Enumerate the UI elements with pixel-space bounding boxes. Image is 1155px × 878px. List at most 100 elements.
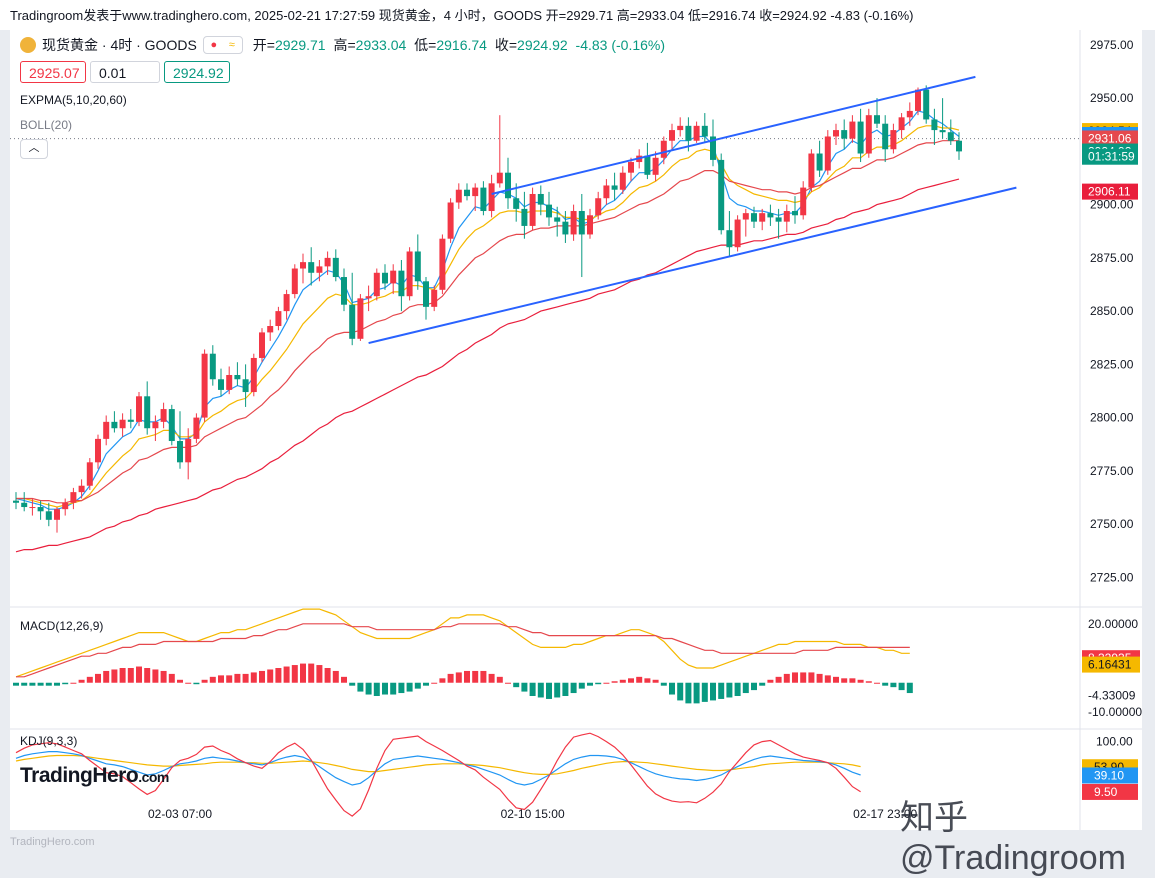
boll-label[interactable]: BOLL(20) (20, 118, 73, 132)
open-label: 开= (252, 37, 275, 53)
candle-body (95, 438, 101, 463)
macd-bar (414, 682, 421, 689)
macd-bar (726, 682, 733, 698)
candle-body (841, 130, 848, 139)
candle-body (201, 353, 208, 418)
candle-body (882, 123, 889, 150)
macd-bar (906, 682, 913, 694)
macd-bar (78, 679, 85, 683)
macd-bar (226, 675, 233, 683)
chevron-up-icon: ︿ (28, 142, 40, 154)
macd-label[interactable]: MACD(12,26,9) (20, 619, 104, 633)
candle-body (480, 187, 487, 212)
macd-bar (874, 682, 880, 684)
candle-body (127, 419, 134, 422)
candle-body (472, 187, 479, 197)
ohlc-values: 开=2929.71 高=2933.04 低=2916.74 收=2924.92 … (253, 35, 665, 55)
price-marker (1082, 130, 1138, 147)
candle-body (496, 172, 503, 184)
macd-bar (209, 676, 216, 683)
candle-body (29, 507, 36, 509)
macd-bar (308, 663, 315, 683)
candle-body (931, 119, 938, 131)
candle-body (611, 185, 618, 190)
macd-bar (718, 682, 725, 699)
collapse-button[interactable]: ︿ (20, 139, 48, 159)
candle-body (357, 298, 364, 339)
expma-label[interactable]: EXPMA(5,10,20,60) (20, 93, 127, 107)
macd-bar (291, 665, 298, 683)
close-value: 2924.92 (517, 37, 568, 53)
candle-body (751, 213, 757, 222)
kdj-k-line (15, 751, 861, 786)
candle-body (939, 130, 946, 133)
sell-button[interactable]: 2925.07 (20, 61, 86, 83)
price-tick-label: 2775.00 (1090, 464, 1134, 478)
price-tick-label: 2975.00 (1090, 38, 1134, 52)
legend-chip[interactable]: ● ≈ (202, 36, 243, 54)
macd-bar (250, 672, 257, 683)
macd-bar (701, 682, 708, 702)
candle-body (439, 238, 446, 290)
candle-body (259, 332, 265, 358)
brand-suffix: .com (138, 769, 169, 785)
macd-bar (332, 670, 339, 683)
kdj-label[interactable]: KDJ(9,3,3) (20, 734, 78, 748)
candle-body (185, 438, 192, 463)
macd-bar (505, 682, 511, 684)
candle-body (103, 421, 110, 439)
macd-bar (70, 682, 77, 684)
candle-body (455, 189, 462, 203)
candle-body (291, 268, 298, 295)
macd-bar (513, 682, 520, 688)
macd-bar (324, 668, 331, 683)
caption-bar: Tradingroom发表于www.tradinghero.com, 2025-… (0, 0, 1155, 30)
bullet-icon: ● (210, 39, 218, 51)
macd-bar (431, 682, 438, 684)
macd-bar (521, 682, 528, 692)
open-value: 2929.71 (274, 37, 326, 53)
candle-body (168, 409, 175, 442)
macd-bar (677, 682, 684, 701)
candle-body (833, 130, 839, 137)
macd-bar (603, 682, 610, 684)
macd-bar (644, 678, 651, 683)
price-marker (1082, 183, 1138, 200)
symbol-name[interactable]: 现货黄金 · 4时 · GOODS (42, 37, 197, 53)
price-tick-label: 2800.00 (1090, 411, 1134, 425)
candle-body (857, 121, 864, 154)
macd-bar (275, 668, 282, 683)
price-marker-label: 01:31:59 (1088, 150, 1135, 164)
macd-bar (283, 666, 290, 683)
candle-body (669, 130, 675, 141)
buy-button[interactable]: 2924.92 (164, 61, 230, 83)
candles (13, 85, 962, 533)
price-axis: 2725.00 2750.00 2775.00 2800.00 2825.00 2850.… (1082, 38, 1138, 584)
kdj-marker-label: 9.50 (1094, 785, 1118, 799)
candle-body (209, 353, 216, 380)
macd-bar (472, 670, 479, 683)
candle-body (521, 208, 528, 226)
candle-body (316, 266, 323, 273)
candle-body (341, 277, 347, 305)
macd-bar (824, 675, 831, 683)
macd-bar (751, 682, 757, 691)
macd-bar (480, 670, 487, 683)
price-tick-label: 2875.00 (1090, 251, 1134, 265)
macd-bar (546, 682, 552, 699)
macd-bar (341, 676, 347, 683)
macd-bar (119, 668, 126, 683)
kdj-d-line (15, 754, 861, 775)
trendlines[interactable] (368, 75, 1017, 345)
macd-bar (185, 682, 192, 684)
candle-body (283, 294, 290, 312)
price-marker-label: 2906.11 (1088, 185, 1131, 199)
candle-body (726, 230, 733, 248)
quantity-field[interactable]: 0.01 (90, 61, 160, 83)
candle-body (54, 509, 60, 520)
candle-body (587, 215, 593, 235)
candle-body (701, 125, 708, 137)
candle-body (562, 221, 569, 235)
candle-body (718, 159, 725, 231)
